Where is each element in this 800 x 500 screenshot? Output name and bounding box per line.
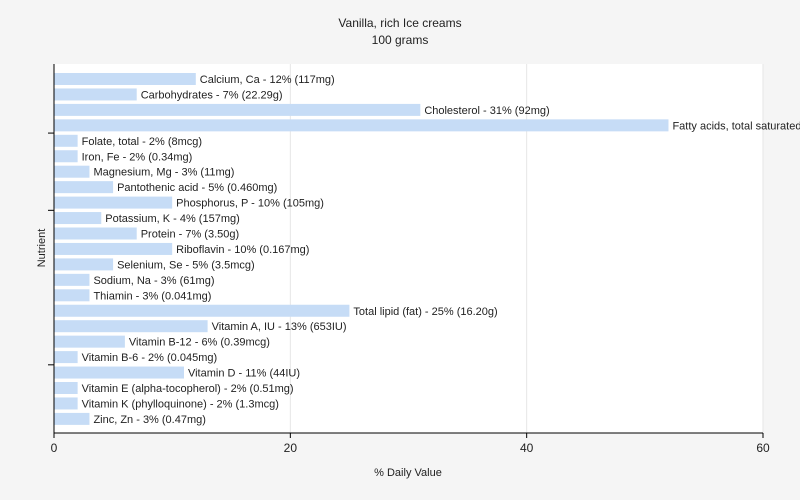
bar-label: Thiamin - 3% (0.041mg) xyxy=(93,290,211,302)
bar xyxy=(54,227,137,240)
bar xyxy=(54,397,78,410)
x-axis-label: % Daily Value xyxy=(374,467,442,479)
bar-label: Phosphorus, P - 10% (105mg) xyxy=(176,198,324,210)
x-tick-label: 40 xyxy=(520,441,534,455)
bar xyxy=(54,181,114,194)
bar-label: Cholesterol - 31% (92mg) xyxy=(424,105,549,117)
bar xyxy=(54,289,90,302)
bar-label: Potassium, K - 4% (157mg) xyxy=(105,213,240,225)
bar-label: Magnesium, Mg - 3% (11mg) xyxy=(93,167,234,179)
bar xyxy=(54,88,137,101)
bar xyxy=(54,134,78,147)
bar xyxy=(54,366,184,379)
bar xyxy=(54,412,90,425)
bar-label: Total lipid (fat) - 25% (16.20g) xyxy=(353,306,497,318)
x-tick-label: 0 xyxy=(51,441,58,455)
y-axis-label: Nutrient xyxy=(36,229,48,268)
bar-label: Calcium, Ca - 12% (117mg) xyxy=(200,74,335,86)
chart-title: Vanilla, rich Ice creams xyxy=(338,16,461,30)
bar xyxy=(54,119,669,132)
bar xyxy=(54,351,78,364)
bar xyxy=(54,196,173,209)
bar xyxy=(54,335,125,348)
bar-label: Vitamin K (phylloquinone) - 2% (1.3mcg) xyxy=(82,398,279,410)
bar-label: Iron, Fe - 2% (0.34mg) xyxy=(82,151,193,163)
x-tick-label: 20 xyxy=(284,441,298,455)
bar-label: Folate, total - 2% (8mcg) xyxy=(82,136,202,148)
bar-label: Selenium, Se - 5% (3.5mcg) xyxy=(117,259,255,271)
bar xyxy=(54,242,173,255)
bar-label: Protein - 7% (3.50g) xyxy=(141,229,239,241)
bar xyxy=(54,273,90,286)
bar xyxy=(54,73,196,85)
bar-label: Vitamin B-6 - 2% (0.045mg) xyxy=(82,352,218,364)
bar-label: Vitamin B-12 - 6% (0.39mcg) xyxy=(129,337,270,349)
bar xyxy=(54,320,208,333)
bar-label: Vitamin A, IU - 13% (653IU) xyxy=(212,321,347,333)
bar xyxy=(54,103,421,116)
bar xyxy=(54,258,114,271)
bar-label: Sodium, Na - 3% (61mg) xyxy=(93,275,214,287)
bar xyxy=(54,212,102,225)
bar-label: Vitamin D - 11% (44IU) xyxy=(188,368,300,380)
bar-label: Riboflavin - 10% (0.167mg) xyxy=(176,244,309,256)
bar xyxy=(54,304,350,317)
chart-subtitle: 100 grams xyxy=(372,33,429,47)
bar-label: Fatty acids, total saturated - 52% (10.3… xyxy=(672,120,800,132)
x-tick-label: 60 xyxy=(756,441,770,455)
bar-label: Zinc, Zn - 3% (0.47mg) xyxy=(93,414,205,426)
bar xyxy=(54,382,78,394)
bar xyxy=(54,165,90,178)
bar-label: Pantothenic acid - 5% (0.460mg) xyxy=(117,182,277,194)
bar xyxy=(54,150,78,163)
bar-label: Carbohydrates - 7% (22.29g) xyxy=(141,89,283,101)
bar-label: Vitamin E (alpha-tocopherol) - 2% (0.51m… xyxy=(82,383,294,395)
